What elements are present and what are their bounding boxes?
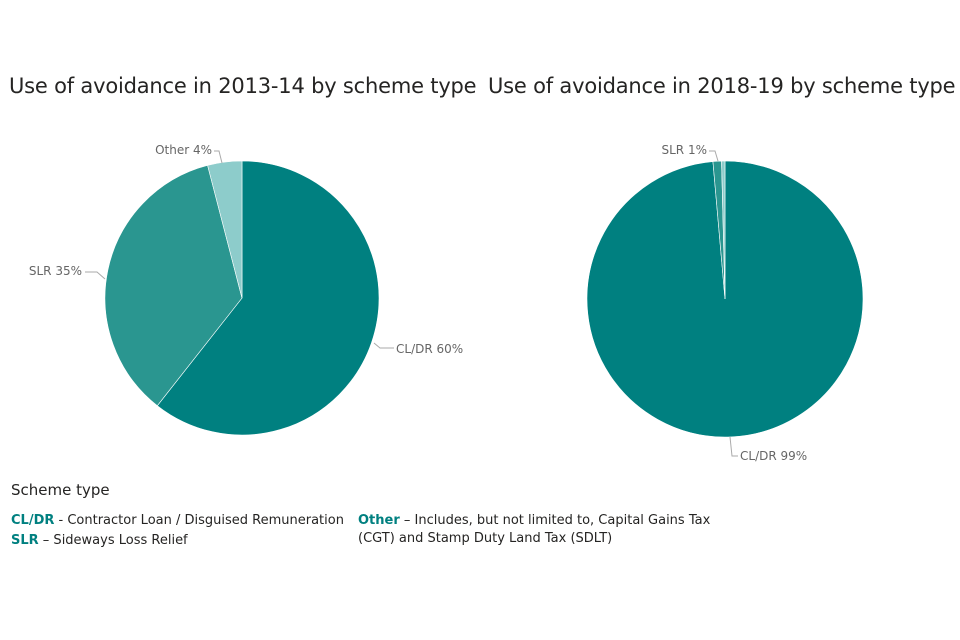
legend-item-slr: SLR – Sideways Loss Relief: [11, 532, 188, 550]
pie-data-label: Other 4%: [155, 143, 212, 157]
leader-line: [729, 436, 738, 457]
pie-data-label: CL/DR 99%: [740, 449, 807, 463]
legend-desc-other: – Includes, but not limited to, Capital …: [358, 513, 711, 546]
pie-slice-slr-1: [104, 165, 243, 407]
legend-item-cldr: CL/DR - Contractor Loan / Disguised Remu…: [11, 512, 344, 530]
leader-line: [214, 150, 223, 164]
legend-abbr-cldr: CL/DR: [11, 513, 55, 528]
leader-line: [85, 271, 106, 280]
pie-data-label: SLR 1%: [662, 143, 708, 157]
leader-line: [373, 342, 394, 349]
legend-desc-cldr: - Contractor Loan / Disguised Remunerati…: [54, 513, 344, 528]
legend-desc-slr: – Sideways Loss Relief: [38, 533, 188, 548]
legend-abbr-slr: SLR: [11, 533, 39, 548]
pie-slice-other-2: [721, 160, 726, 300]
leader-line: [709, 150, 719, 162]
chart-title-2018-19: Use of avoidance in 2018-19 by scheme ty…: [488, 74, 956, 98]
pie-slice-other-1: [207, 160, 243, 299]
pie-slice-cldr-1: [156, 160, 380, 436]
pie-data-label: SLR 35%: [29, 264, 82, 278]
pie-data-label: CL/DR 60%: [396, 342, 463, 356]
legend-abbr-other: Other: [358, 513, 400, 528]
legend-heading: Scheme type: [11, 481, 110, 499]
chart-title-2013-14: Use of avoidance in 2013-14 by scheme ty…: [9, 74, 477, 98]
legend-item-other: Other – Includes, but not limited to, Ca…: [358, 512, 738, 548]
